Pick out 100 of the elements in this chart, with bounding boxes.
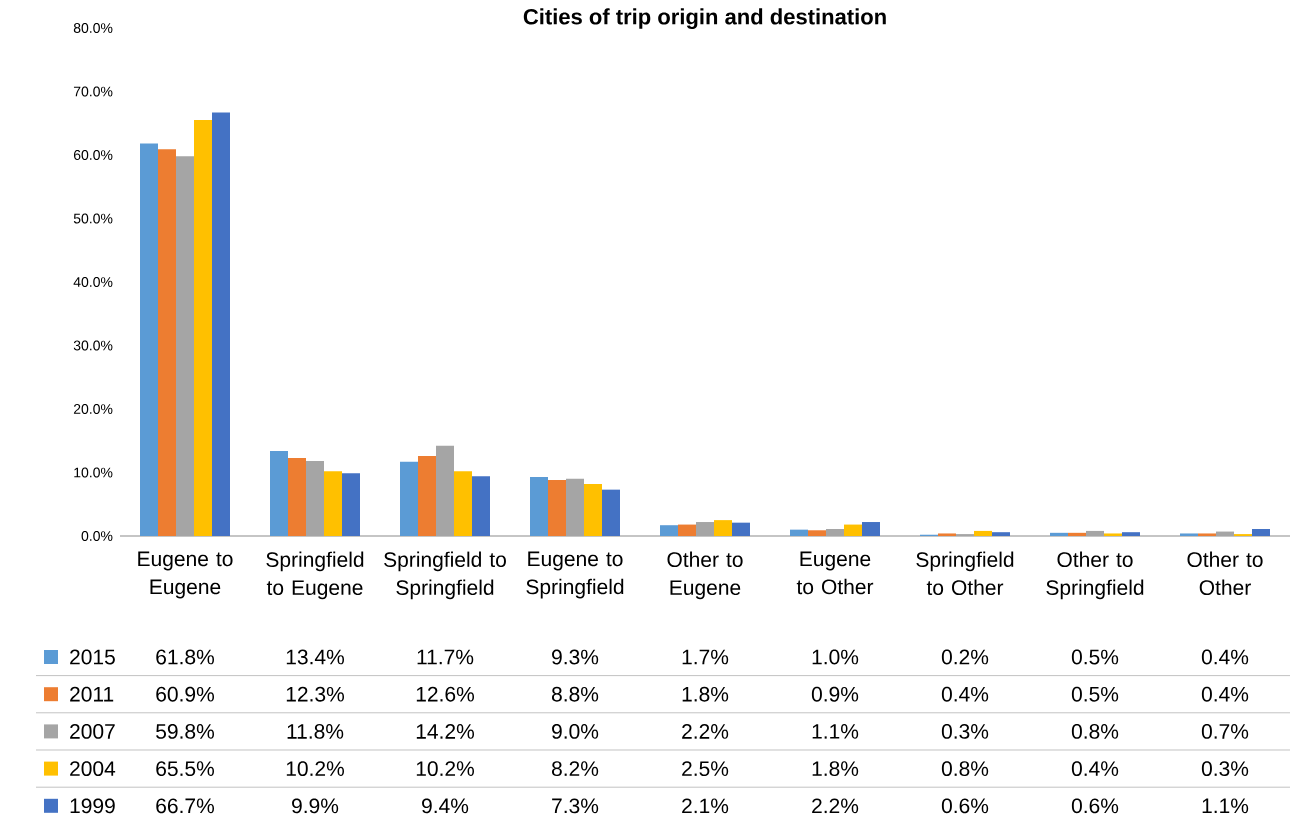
data-label: 60.9% (156, 686, 215, 702)
data-label: 9.3% (552, 649, 599, 665)
data-label: 0.6% (1071, 798, 1119, 814)
y-tick-label: 80.0% (73, 23, 113, 33)
data-label: 66.7% (156, 798, 215, 814)
data-label: 1.1% (1202, 798, 1249, 814)
bar (1215, 531, 1234, 536)
x-tick-label: Other to Other (1187, 551, 1263, 596)
bar (862, 522, 880, 536)
chart-title: Cities of trip origin and destination (523, 8, 886, 29)
bar (1104, 533, 1122, 536)
bar (566, 478, 584, 536)
bar (324, 471, 342, 536)
data-label: 2.5% (682, 761, 729, 777)
data-label: 59.8% (156, 723, 215, 739)
x-tick-label: Other to Eugene (667, 551, 743, 600)
data-label: 0.7% (1201, 723, 1249, 739)
legend-label: 2004 (70, 761, 116, 777)
bar (1068, 532, 1086, 536)
legend-label: 2015 (70, 649, 115, 665)
x-tick-label: Springfield to Springfield (384, 551, 506, 600)
bar (176, 156, 194, 536)
data-label: 0.4% (941, 686, 989, 702)
data-label: 1.8% (682, 686, 729, 702)
y-tick-label: 50.0% (73, 213, 113, 224)
bar (1049, 532, 1068, 536)
data-label: 0.8% (1071, 723, 1119, 739)
data-label: 1.1% (812, 724, 859, 739)
bar (825, 529, 844, 536)
bar (732, 522, 750, 536)
data-label: 2.1% (682, 798, 729, 814)
y-tick-label: 10.0% (74, 467, 113, 478)
bar (158, 149, 176, 536)
bar (974, 530, 992, 536)
data-label: 0.6% (941, 798, 989, 814)
bar (342, 473, 360, 536)
data-label: 13.4% (286, 649, 345, 665)
legend-label: 1999 (70, 798, 115, 814)
y-tick-label: 70.0% (73, 86, 113, 97)
data-label: 14.2% (416, 724, 475, 739)
bar (844, 524, 862, 536)
data-label: 12.3% (286, 686, 345, 702)
bar (454, 471, 472, 536)
data-label: 0.5% (1071, 649, 1119, 665)
data-label: 8.2% (551, 761, 599, 777)
x-tick-label: Eugene to Springfield (526, 551, 624, 599)
data-label: 11.8% (287, 723, 344, 739)
bar (212, 112, 230, 536)
y-tick-label: 40.0% (73, 277, 113, 287)
x-tick-label: Eugene to Eugene (138, 551, 233, 599)
bar (140, 143, 158, 536)
bar (1179, 533, 1198, 536)
bar (1085, 530, 1104, 536)
data-label: 12.6% (416, 686, 475, 702)
bar (584, 483, 602, 536)
bar (938, 533, 956, 536)
bar (270, 450, 288, 536)
bar (548, 480, 566, 536)
bar (472, 476, 490, 536)
data-label: 1.7% (682, 649, 729, 665)
data-label: 9.4% (422, 798, 469, 814)
data-label: 0.4% (1201, 686, 1249, 702)
data-label: 0.3% (941, 723, 989, 739)
y-tick-label: 60.0% (73, 150, 113, 160)
data-label: 0.4% (1071, 761, 1119, 777)
bar (400, 461, 418, 536)
data-label: 0.4% (1201, 649, 1249, 665)
data-label: 2.2% (682, 724, 729, 739)
x-tick-label: Springfield to Eugene (266, 551, 364, 600)
data-label: 9.0% (552, 723, 599, 739)
bar (695, 522, 714, 536)
data-label: 65.5% (156, 761, 215, 777)
bar (1252, 529, 1270, 536)
bar (1198, 533, 1216, 536)
legend-label: 2007 (70, 723, 115, 739)
data-label: 0.8% (941, 761, 989, 777)
bar (418, 455, 436, 536)
bar (436, 445, 454, 536)
bar (194, 120, 212, 536)
legend-label: 2011 (70, 686, 114, 702)
bar (530, 476, 548, 536)
bar (992, 532, 1010, 536)
x-tick-label: Eugene to Other (796, 551, 874, 595)
bar (306, 461, 324, 536)
y-tick-label: 20.0% (73, 404, 113, 414)
data-label: 0.5% (1071, 686, 1119, 702)
bar (602, 489, 620, 536)
bar (288, 457, 306, 536)
bar (808, 530, 826, 536)
y-tick-label: 0.0% (81, 531, 113, 541)
data-label: 1.0% (812, 649, 859, 665)
data-label: 11.7% (417, 649, 474, 665)
data-label: 8.8% (551, 686, 599, 702)
data-label: 10.2% (416, 761, 475, 777)
bar (714, 520, 732, 536)
bar (678, 524, 696, 536)
data-label: 0.9% (811, 686, 859, 702)
data-label: 10.2% (286, 761, 345, 777)
data-label: 7.3% (552, 798, 599, 814)
x-tick-label: Other to Springfield (1046, 551, 1144, 600)
